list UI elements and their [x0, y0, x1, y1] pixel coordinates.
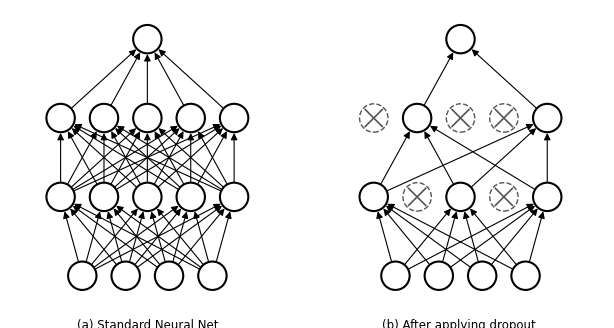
Text: (b) After applying dropout.: (b) After applying dropout.: [382, 319, 539, 328]
Circle shape: [155, 261, 183, 290]
Circle shape: [90, 104, 118, 132]
Circle shape: [533, 183, 561, 211]
Circle shape: [468, 261, 496, 290]
Circle shape: [220, 183, 248, 211]
Circle shape: [47, 183, 75, 211]
Circle shape: [511, 261, 540, 290]
Circle shape: [446, 25, 475, 53]
Text: (a) Standard Neural Net: (a) Standard Neural Net: [77, 319, 218, 328]
Circle shape: [68, 261, 96, 290]
Circle shape: [177, 104, 205, 132]
Circle shape: [133, 25, 161, 53]
Circle shape: [47, 104, 75, 132]
Circle shape: [381, 261, 410, 290]
Circle shape: [90, 183, 118, 211]
Circle shape: [177, 183, 205, 211]
Circle shape: [533, 104, 561, 132]
Circle shape: [403, 104, 431, 132]
Circle shape: [425, 261, 453, 290]
Circle shape: [133, 104, 161, 132]
Circle shape: [446, 104, 475, 132]
Circle shape: [133, 183, 161, 211]
Circle shape: [490, 104, 518, 132]
Circle shape: [360, 183, 388, 211]
Circle shape: [446, 183, 475, 211]
Circle shape: [220, 104, 248, 132]
Circle shape: [112, 261, 140, 290]
Circle shape: [490, 183, 518, 211]
Circle shape: [403, 183, 431, 211]
Circle shape: [360, 104, 388, 132]
Circle shape: [198, 261, 227, 290]
